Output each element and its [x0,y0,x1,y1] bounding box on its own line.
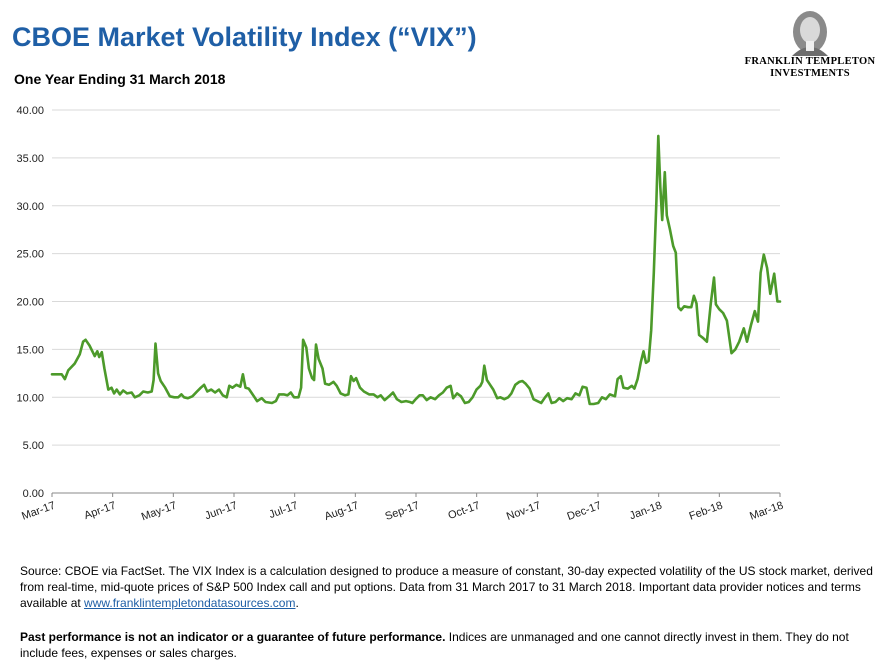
disclaimer-text: Indices are unmanaged and one cannot dir… [20,630,849,660]
y-tick-label: 5.00 [23,440,44,452]
chart-title: CBOE Market Volatility Index (“VIX”) [12,22,477,52]
disclaimer-note: Past performance is not an indicator or … [20,629,880,661]
x-tick-label: May-17 [140,500,179,524]
company-logo: FRANKLIN TEMPLETON INVESTMENTS [740,10,880,90]
x-tick-label: Feb-18 [687,500,724,523]
x-tick-label: Sep-17 [384,500,421,523]
x-tick-label: Jun-17 [203,500,239,523]
benjamin-franklin-portrait-icon [792,11,828,56]
y-tick-label: 0.00 [23,488,44,500]
chart-subtitle: One Year Ending 31 March 2018 [14,71,226,87]
x-tick-label: Nov-17 [505,500,542,523]
y-tick-label: 20.00 [16,297,44,309]
x-tick-label: Oct-17 [447,500,482,523]
y-tick-label: 30.00 [16,201,44,213]
plot-area [50,134,782,406]
x-tick-label: Jan-18 [628,500,664,523]
y-tick-label: 10.00 [16,392,44,404]
y-tick-label: 25.00 [16,249,44,261]
source-text: Source: CBOE via FactSet. The VIX Index … [20,564,873,610]
x-tick-label: Aug-17 [323,500,360,523]
y-tick-label: 15.00 [16,344,44,356]
y-tick-label: 40.00 [16,105,44,117]
y-axis: 0.00 5.00 10.00 15.00 20.00 25.00 30.00 35.00 40… [16,105,44,500]
vix-series-line [50,134,782,406]
x-tick-label: Mar-18 [748,500,785,523]
data-sources-link[interactable]: www.franklintempletondatasources.com [84,596,296,610]
vix-line-chart: 0.00 5.00 10.00 15.00 20.00 25.00 30.00 35.00 40… [16,105,785,524]
x-tick-label: Mar-17 [20,500,57,523]
y-tick-label: 35.00 [16,153,44,165]
x-tick-label: Jul-17 [267,500,299,522]
logo-text-line2: INVESTMENTS [770,68,850,79]
disclaimer-bold: Past performance is not an indicator or … [20,630,446,644]
logo-text-line1: FRANKLIN TEMPLETON [744,56,876,67]
source-end: . [295,596,299,610]
x-tick-label: Apr-17 [83,500,118,523]
x-axis: Mar-17 Apr-17 May-17 Jun-17 Jul-17 Aug-17 Sep-… [20,492,785,524]
x-tick-label: Dec-17 [566,500,603,523]
source-note: Source: CBOE via FactSet. The VIX Index … [20,563,880,611]
chart-gridlines [52,109,780,446]
